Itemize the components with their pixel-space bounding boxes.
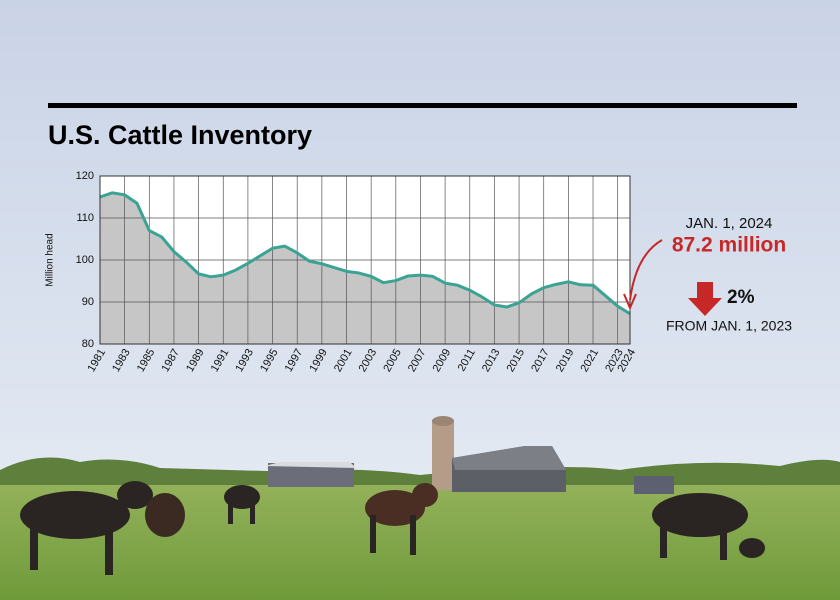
annotation-since: FROM JAN. 1, 2023 [666,318,792,334]
callout-arrow-head [623,293,637,311]
plot-frame [99,175,631,345]
title-rule [48,103,797,108]
y-tick-label: 120 [76,170,94,182]
annotation-date: JAN. 1, 2024 [686,215,773,232]
y-tick-label: 90 [82,296,94,308]
y-tick-label: 100 [76,254,94,266]
scenery [0,416,840,600]
callout-arrow [629,239,663,301]
y-tick-label: 110 [76,212,94,224]
y-tick-label: 80 [82,338,94,350]
down-arrow [688,282,722,316]
annotation-change: 2% [727,287,755,308]
annotation-latest: 87.2 million [672,234,786,257]
y-axis-label: Million head [45,233,56,286]
chart-title: U.S. Cattle Inventory [48,120,312,150]
line [99,191,631,316]
